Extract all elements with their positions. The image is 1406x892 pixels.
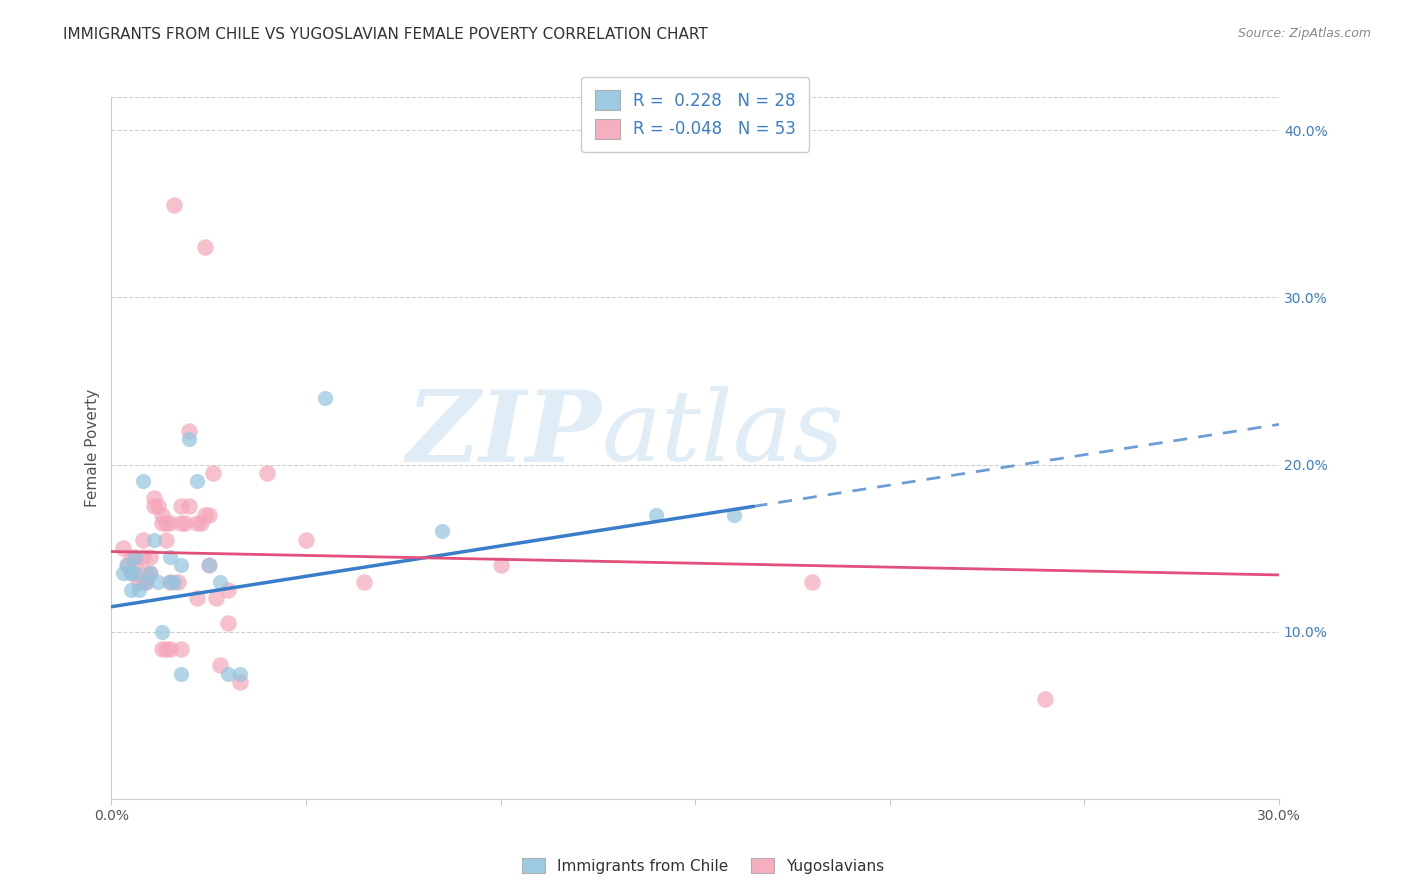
Point: [209, 658, 232, 673]
Point: [159, 574, 181, 589]
Point: [159, 574, 181, 589]
Point: [135, 574, 157, 589]
Point: [197, 558, 219, 572]
Point: [194, 240, 217, 254]
Point: [115, 558, 138, 572]
Point: [800, 574, 823, 589]
Point: [217, 666, 239, 681]
Point: [146, 574, 169, 589]
Point: [143, 491, 166, 505]
Text: ZIP: ZIP: [406, 385, 602, 482]
Point: [139, 549, 162, 564]
Point: [135, 574, 157, 589]
Point: [179, 500, 201, 514]
Point: [190, 516, 212, 530]
Point: [489, 558, 512, 572]
Point: [197, 508, 219, 522]
Point: [229, 675, 252, 690]
Point: [186, 475, 208, 489]
Text: atlas: atlas: [602, 386, 845, 482]
Point: [131, 574, 153, 589]
Point: [120, 566, 142, 581]
Legend: R =  0.228   N = 28, R = -0.048   N = 53: R = 0.228 N = 28, R = -0.048 N = 53: [581, 77, 808, 153]
Point: [170, 516, 193, 530]
Point: [170, 641, 193, 656]
Point: [314, 391, 336, 405]
Point: [186, 591, 208, 606]
Point: [135, 566, 157, 581]
Point: [209, 574, 232, 589]
Point: [143, 500, 166, 514]
Point: [124, 566, 146, 581]
Point: [155, 533, 177, 547]
Point: [170, 558, 193, 572]
Point: [131, 549, 153, 564]
Point: [159, 549, 181, 564]
Point: [150, 516, 173, 530]
Point: [131, 533, 153, 547]
Point: [1035, 691, 1057, 706]
Point: [120, 549, 142, 564]
Point: [155, 516, 177, 530]
Point: [115, 558, 138, 572]
Point: [163, 198, 186, 212]
Point: [120, 566, 142, 581]
Legend: Immigrants from Chile, Yugoslavians: Immigrants from Chile, Yugoslavians: [516, 852, 890, 880]
Text: Source: ZipAtlas.com: Source: ZipAtlas.com: [1237, 27, 1371, 40]
Point: [174, 516, 197, 530]
Point: [256, 466, 278, 480]
Point: [170, 500, 193, 514]
Point: [124, 558, 146, 572]
Point: [139, 566, 162, 581]
Point: [194, 508, 217, 522]
Point: [205, 591, 228, 606]
Point: [120, 582, 142, 597]
Point: [217, 582, 239, 597]
Text: IMMIGRANTS FROM CHILE VS YUGOSLAVIAN FEMALE POVERTY CORRELATION CHART: IMMIGRANTS FROM CHILE VS YUGOSLAVIAN FEM…: [63, 27, 709, 42]
Point: [295, 533, 318, 547]
Point: [179, 424, 201, 438]
Point: [217, 616, 239, 631]
Point: [170, 666, 193, 681]
Point: [150, 641, 173, 656]
Y-axis label: Female Poverty: Female Poverty: [86, 389, 100, 507]
Point: [128, 582, 150, 597]
Point: [139, 566, 162, 581]
Point: [146, 500, 169, 514]
Point: [124, 549, 146, 564]
Point: [645, 508, 668, 522]
Point: [432, 524, 454, 539]
Point: [112, 541, 135, 556]
Point: [112, 566, 135, 581]
Point: [353, 574, 375, 589]
Point: [143, 533, 166, 547]
Point: [201, 466, 224, 480]
Point: [159, 641, 181, 656]
Point: [186, 516, 208, 530]
Point: [150, 508, 173, 522]
Point: [128, 574, 150, 589]
Point: [179, 433, 201, 447]
Point: [166, 574, 188, 589]
Point: [131, 475, 153, 489]
Point: [197, 558, 219, 572]
Point: [150, 624, 173, 639]
Point: [163, 574, 186, 589]
Point: [723, 508, 745, 522]
Point: [124, 549, 146, 564]
Point: [229, 666, 252, 681]
Point: [159, 516, 181, 530]
Point: [155, 641, 177, 656]
